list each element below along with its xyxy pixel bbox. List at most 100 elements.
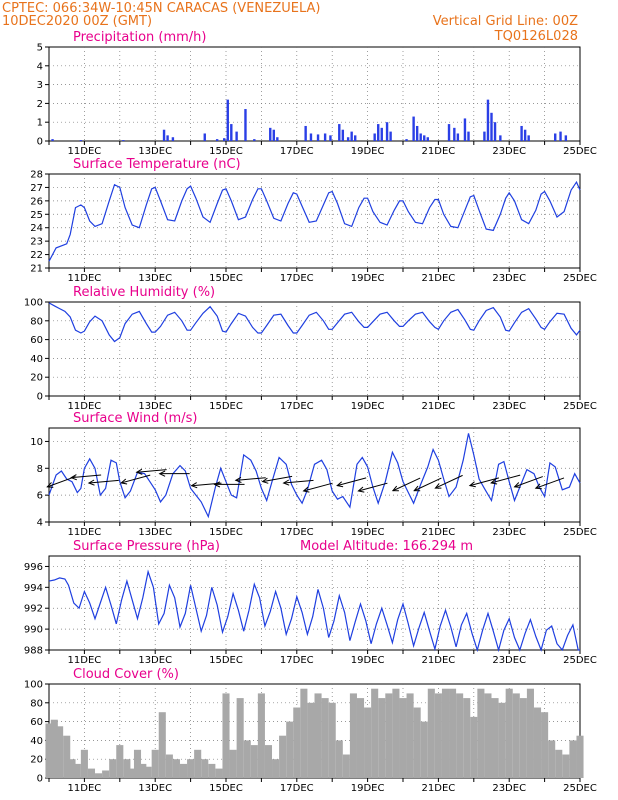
x-tick-label: 25DEC bbox=[563, 273, 597, 284]
precip-bar bbox=[162, 129, 166, 141]
wind-arrow bbox=[413, 477, 442, 492]
cloud-bar bbox=[222, 693, 230, 778]
x-tick-label: 17DEC bbox=[280, 146, 314, 157]
x-tick-label: 19DEC bbox=[351, 527, 385, 538]
cloud-bar bbox=[562, 754, 570, 778]
cloud-bar bbox=[378, 698, 386, 778]
x-tick-label: 15DEC bbox=[209, 527, 243, 538]
cloud-bar bbox=[576, 735, 584, 778]
cloud-bar bbox=[463, 698, 471, 778]
x-tick-label: 15DEC bbox=[209, 146, 243, 157]
x-tick-label: 17DEC bbox=[280, 401, 314, 412]
y-tick-label: 990 bbox=[24, 625, 43, 636]
y-tick-label: 6 bbox=[37, 491, 43, 502]
y-tick-label: 60 bbox=[30, 717, 43, 728]
cloud-bar bbox=[441, 688, 450, 778]
wind-arrow bbox=[303, 482, 333, 492]
panel-title: Cloud Cover (%) bbox=[73, 667, 179, 682]
wind-arrowhead bbox=[234, 476, 242, 483]
wind-arrowhead bbox=[336, 481, 344, 488]
precip-bar bbox=[426, 137, 429, 141]
cloud-bar bbox=[335, 740, 343, 778]
precip-bar bbox=[415, 125, 419, 141]
wind-arrow bbox=[392, 477, 421, 492]
cloud-bar bbox=[201, 759, 209, 778]
precip-bar bbox=[223, 138, 226, 141]
series-line bbox=[48, 433, 581, 519]
precip-bar bbox=[490, 112, 493, 141]
x-tick-label: 21DEC bbox=[422, 527, 456, 538]
cloud-bar bbox=[208, 763, 216, 778]
wind-arrow bbox=[121, 474, 151, 484]
wind-arrowhead bbox=[302, 486, 310, 493]
cloud-bar bbox=[139, 763, 147, 778]
cloud-bar bbox=[172, 759, 180, 778]
plot-frame bbox=[48, 555, 581, 651]
cloud-bar bbox=[264, 745, 273, 778]
wind-arrow bbox=[337, 477, 367, 487]
precip-bar bbox=[304, 125, 307, 141]
y-tick-label: 0 bbox=[37, 774, 43, 785]
x-tick-label: 21DEC bbox=[422, 783, 456, 794]
cloud-bar bbox=[293, 707, 301, 778]
panel-annotation: Model Altitude: 166.294 m bbox=[300, 539, 473, 554]
x-tick-label: 19DEC bbox=[351, 273, 385, 284]
wind-arrow bbox=[469, 477, 500, 487]
precip-bar bbox=[226, 99, 229, 141]
y-tick-label: 22 bbox=[30, 250, 43, 261]
y-tick-label: 20 bbox=[30, 373, 43, 384]
cloud-bar bbox=[56, 726, 64, 778]
x-tick-label: 21DEC bbox=[422, 146, 456, 157]
cloud-bar bbox=[158, 712, 166, 778]
precip-bar bbox=[423, 135, 426, 141]
cloud-bar bbox=[434, 693, 442, 778]
cloud-bar bbox=[371, 688, 379, 778]
wind-arrowhead bbox=[357, 486, 365, 493]
precip-bar bbox=[419, 133, 422, 141]
cloud-bar bbox=[45, 723, 53, 778]
x-tick-label: 17DEC bbox=[280, 273, 314, 284]
y-tick-label: 80 bbox=[30, 316, 43, 327]
cloud-bar bbox=[236, 698, 244, 778]
x-tick-label: 19DEC bbox=[351, 401, 385, 412]
plot-frame bbox=[48, 427, 581, 523]
cloud-bar bbox=[250, 745, 258, 778]
wind-arrowhead bbox=[120, 478, 128, 485]
y-tick-label: 0 bbox=[37, 392, 43, 403]
x-tick-label: 19DEC bbox=[351, 146, 385, 157]
wind-arrow bbox=[71, 474, 102, 479]
cloud-bar bbox=[314, 693, 322, 778]
precip-bar bbox=[166, 135, 169, 141]
wind-arrowhead bbox=[413, 485, 421, 492]
y-tick-label: 10 bbox=[30, 437, 43, 448]
precip-bar bbox=[230, 124, 233, 141]
cloud-bar bbox=[427, 688, 435, 778]
cloud-bar bbox=[63, 735, 71, 778]
cloud-bar bbox=[505, 688, 513, 778]
y-tick-label: 21 bbox=[30, 264, 43, 275]
cloud-bar bbox=[144, 766, 152, 778]
cloud-bar bbox=[342, 754, 350, 778]
cloud-bar bbox=[364, 707, 372, 778]
header-code: TQ0126L028 bbox=[494, 29, 578, 44]
y-tick-label: 80 bbox=[30, 698, 43, 709]
cloud-bar bbox=[165, 754, 173, 778]
plot-frame bbox=[48, 301, 581, 397]
x-tick-label: 21DEC bbox=[422, 655, 456, 666]
wind-arrow bbox=[435, 474, 463, 489]
x-tick-label: 21DEC bbox=[422, 401, 456, 412]
cloud-bar bbox=[349, 693, 357, 778]
x-tick-label: 19DEC bbox=[351, 783, 385, 794]
cloud-bar bbox=[109, 759, 117, 778]
y-tick-label: 40 bbox=[30, 354, 43, 365]
precip-bar bbox=[215, 139, 219, 141]
x-tick-label: 11DEC bbox=[68, 527, 102, 538]
x-tick-label: 25DEC bbox=[563, 783, 597, 794]
panel-title: Precipitation (mm/h) bbox=[73, 30, 206, 45]
cloud-bar bbox=[151, 749, 159, 778]
cloud-bar bbox=[519, 698, 527, 778]
cloud-bar bbox=[257, 693, 265, 778]
cloud-bar bbox=[50, 719, 58, 778]
cloud-bar bbox=[533, 707, 542, 778]
